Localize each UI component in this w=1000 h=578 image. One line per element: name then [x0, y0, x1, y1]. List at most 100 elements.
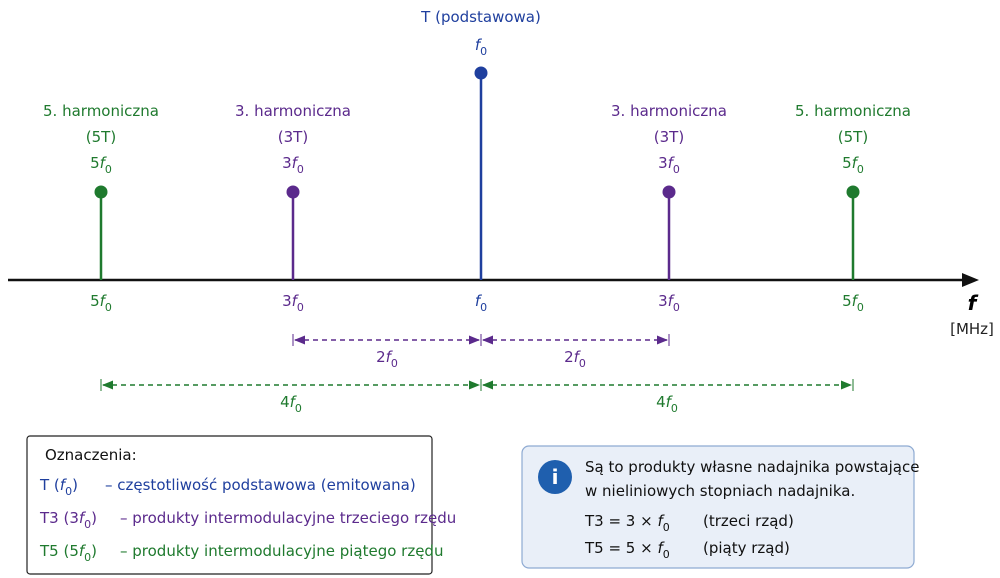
formula-variable: f — [292, 154, 300, 172]
formula-variable: f — [79, 509, 87, 527]
formula-text: 5 — [90, 154, 100, 172]
formula-subscript: 0 — [579, 357, 586, 370]
formula-variable: f — [79, 542, 87, 560]
formula-text: 3 — [658, 292, 668, 310]
peak-name: 5. harmoniczna — [43, 102, 159, 120]
axis-tick-label: 5f0 — [842, 292, 864, 314]
axis-label: f — [968, 291, 979, 315]
formula-variable: f — [657, 539, 665, 557]
formula-subscript: 0 — [297, 163, 304, 176]
peak-frequency: 5f0 — [842, 154, 864, 176]
formula-subscript: 0 — [84, 518, 91, 531]
formula-variable: f — [386, 348, 394, 366]
formula-subscript: 0 — [84, 551, 91, 564]
peak-tag: (5T) — [86, 128, 116, 146]
axis-tick-label: 3f0 — [282, 292, 304, 314]
formula-text: 5 — [90, 292, 100, 310]
formula-text: 3 — [658, 154, 668, 172]
formula-subscript: 0 — [480, 45, 487, 58]
legend-symbol: T5 (5f0) — [39, 542, 97, 564]
peak-dot — [94, 185, 108, 199]
span-label: 2f0 — [564, 348, 586, 370]
legend-description: – produkty intermodulacyjne trzeciego rz… — [120, 509, 456, 527]
legend-description: – produkty intermodulacyjne piątego rzęd… — [120, 542, 443, 560]
formula-variable: f — [290, 393, 298, 411]
formula-subscript: 0 — [673, 301, 680, 314]
legend-description: – częstotliwość podstawowa (emitowana) — [105, 476, 416, 494]
formula-subscript: 0 — [105, 163, 112, 176]
info-text: Są to produkty własne nadajnika powstają… — [585, 458, 919, 476]
peak-dot — [286, 185, 300, 199]
span-label: 2f0 — [376, 348, 398, 370]
peak-frequency: 3f0 — [282, 154, 304, 176]
info-note: (piąty rząd) — [703, 539, 790, 557]
formula-text: T ( — [39, 476, 60, 494]
info-note: (trzeci rząd) — [703, 512, 794, 530]
info-formula: T3 = 3 × f0 — [584, 512, 670, 534]
legend-symbol: T (f0) — [39, 476, 78, 498]
formula-text: T5 = 5 × — [584, 539, 657, 557]
peak-tag: (5T) — [838, 128, 868, 146]
formula-text: 4 — [280, 393, 290, 411]
formula-variable: f — [657, 512, 665, 530]
formula-subscript: 0 — [673, 163, 680, 176]
formula-variable: f — [475, 292, 483, 310]
legend-symbol: T3 (3f0) — [39, 509, 97, 531]
formula-text: 2 — [376, 348, 386, 366]
peak-dot — [662, 185, 676, 199]
legend-box — [26, 435, 433, 575]
formula-variable: f — [60, 476, 68, 494]
formula-variable: f — [574, 348, 582, 366]
formula-text: 5 — [842, 292, 852, 310]
formula-text: ) — [91, 509, 97, 527]
formula-variable: f — [668, 154, 676, 172]
peak-frequency: 3f0 — [658, 154, 680, 176]
formula-variable: f — [668, 292, 676, 310]
peak-name: 5. harmoniczna — [795, 102, 911, 120]
formula-text: T5 (5 — [39, 542, 79, 560]
info-formula: T5 = 5 × f0 — [584, 539, 670, 561]
peak-frequency: 5f0 — [90, 154, 112, 176]
peak-frequency: f0 — [475, 36, 487, 58]
peak-name: T (podstawowa) — [420, 8, 541, 26]
formula-subscript: 0 — [391, 357, 398, 370]
peak-dot — [474, 66, 488, 80]
peak-dot — [846, 185, 860, 199]
formula-text: T3 = 3 × — [584, 512, 657, 530]
formula-subscript: 0 — [105, 301, 112, 314]
formula-text: 5 — [842, 154, 852, 172]
peak-tag: (3T) — [278, 128, 308, 146]
legend-title: Oznaczenia: — [45, 446, 137, 464]
formula-subscript: 0 — [671, 402, 678, 415]
info-icon-label: i — [552, 465, 559, 489]
axis-arrow — [962, 273, 979, 287]
formula-text: 4 — [656, 393, 666, 411]
formula-subscript: 0 — [480, 301, 487, 314]
formula-text: 3 — [282, 292, 292, 310]
formula-variable: f — [852, 154, 860, 172]
formula-subscript: 0 — [295, 402, 302, 415]
formula-variable: f — [666, 393, 674, 411]
peak-name: 3. harmoniczna — [235, 102, 351, 120]
axis-tick-label: 5f0 — [90, 292, 112, 314]
formula-text: T3 (3 — [39, 509, 79, 527]
formula-variable: f — [100, 154, 108, 172]
peak-tag: (3T) — [654, 128, 684, 146]
axis-tick-label: 3f0 — [658, 292, 680, 314]
formula-variable: f — [475, 36, 483, 54]
formula-text: 2 — [564, 348, 574, 366]
formula-text: 3 — [282, 154, 292, 172]
formula-subscript: 0 — [65, 485, 72, 498]
formula-subscript: 0 — [663, 521, 670, 534]
axis-unit: [MHz] — [950, 320, 994, 338]
formula-subscript: 0 — [857, 301, 864, 314]
span-label: 4f0 — [280, 393, 302, 415]
span-label: 4f0 — [656, 393, 678, 415]
info-icon — [538, 460, 572, 494]
formula-variable: f — [100, 292, 108, 310]
info-box — [521, 445, 915, 569]
formula-text: ) — [72, 476, 78, 494]
formula-subscript: 0 — [663, 548, 670, 561]
info-text: w nieliniowych stopniach nadajnika. — [585, 482, 855, 500]
